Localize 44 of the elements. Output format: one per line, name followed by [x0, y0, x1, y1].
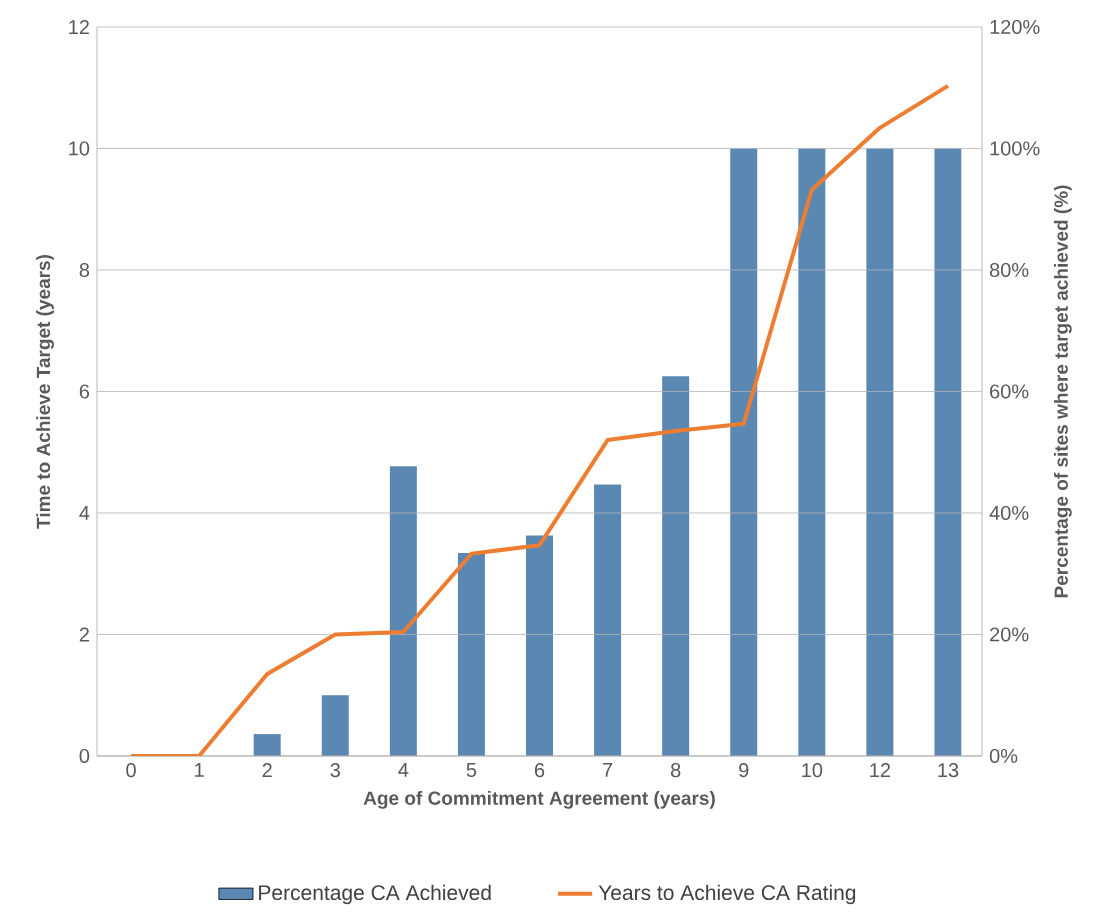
- y2-tick-label: 20%: [990, 627, 1029, 642]
- y-tick-label: 12: [69, 20, 89, 34]
- x-axis-title: Age of Commitment Agreement (years): [363, 790, 715, 809]
- y2-tick-label: 120%: [990, 19, 1040, 35]
- bar: [866, 148, 894, 756]
- y-tick-label: 0: [79, 748, 90, 764]
- bar: [594, 484, 622, 756]
- x-tick-label: 4: [398, 763, 409, 777]
- x-tick-label: 9: [739, 763, 749, 778]
- x-tick-label: 0: [126, 763, 136, 778]
- x-tick-label: 8: [670, 763, 681, 778]
- bar: [526, 535, 554, 756]
- line-series: [129, 83, 950, 756]
- y2-tick-label: 40%: [989, 505, 1029, 521]
- y-tick-label: 6: [79, 384, 90, 399]
- x-tick-label: 3: [330, 763, 340, 778]
- bar: [389, 466, 417, 756]
- x-tick-label: 1: [195, 763, 204, 777]
- bar: [321, 695, 349, 756]
- y2-tick-label: 0%: [989, 748, 1018, 764]
- bar: [662, 376, 690, 756]
- y-axis-title: Time to Achieve Target (years): [36, 254, 54, 529]
- x-tick-label: 6: [534, 763, 545, 778]
- x-tick-label: 13: [938, 763, 959, 778]
- y2-axis-title: Percentage of sites where target achieved (%): [1053, 185, 1072, 598]
- y-tick-label: 4: [79, 506, 90, 520]
- bar: [253, 734, 281, 756]
- x-tick-label: 5: [466, 763, 477, 777]
- y-tick-label: 2: [79, 627, 89, 642]
- x-tick-label: 2: [262, 763, 272, 778]
- bar: [798, 148, 826, 756]
- y2-tick-label: 80%: [989, 262, 1029, 278]
- bar: [730, 148, 758, 756]
- legend-label: Percentage CA Achieved: [259, 884, 491, 905]
- x-tick-label: 10: [802, 763, 823, 778]
- legend-label: Years to Achieve CA Rating: [598, 884, 856, 905]
- x-tick-label: 12: [870, 763, 891, 778]
- y2-tick-label: 60%: [990, 384, 1029, 399]
- y-tick-label: 10: [69, 141, 90, 156]
- y2-tick-label: 100%: [990, 141, 1040, 156]
- bar: [457, 553, 485, 756]
- y-tick-label: 8: [79, 262, 90, 278]
- x-tick-label: 7: [603, 763, 613, 777]
- bar: [934, 148, 962, 756]
